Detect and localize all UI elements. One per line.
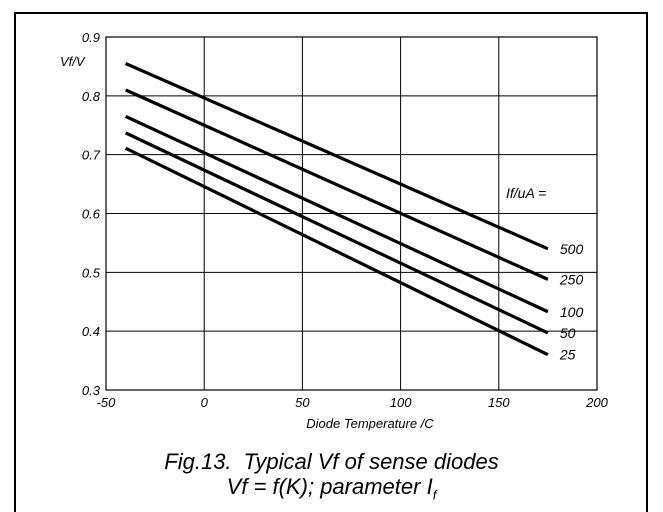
- series-line-500: [124, 62, 549, 251]
- chart-grid: [105, 36, 598, 391]
- y-tick-label: 0.4: [82, 324, 100, 339]
- figure-title: Typical Vf of sense diodes: [243, 449, 499, 474]
- chart-series: 500 250 100 50 25: [124, 62, 584, 363]
- y-tick-label: 0.9: [82, 30, 100, 45]
- figure-subtitle-subscript: f: [432, 487, 437, 503]
- y-tick-label: 0.5: [82, 265, 101, 280]
- series-label-25: 25: [559, 347, 576, 363]
- y-axis-label: Vf/V: [60, 54, 86, 69]
- series-line-25: [124, 146, 549, 357]
- series-line-250: [124, 88, 549, 281]
- series-line-50: [124, 131, 549, 335]
- x-tick-label: 50: [295, 395, 310, 410]
- series-label-500: 500: [560, 241, 584, 257]
- series-label-50: 50: [560, 325, 576, 341]
- series-label-250: 250: [559, 271, 584, 287]
- y-tick-label: 0.7: [82, 148, 101, 163]
- y-tick-label: 0.8: [82, 89, 101, 104]
- figure-caption-line1: Fig.13. Typical Vf of sense diodes: [0, 449, 663, 475]
- x-axis-label: Diode Temperature /C: [306, 416, 434, 431]
- x-tick-label: 100: [390, 395, 412, 410]
- figure-caption-line2: Vf = f(K); parameter If: [0, 474, 663, 502]
- figure-number: Fig.13.: [164, 449, 232, 474]
- chart-ticks: -50 0 50 100 150 200 0.3 0.4 0.5 0.6 0.7 0.8 0.9: [82, 30, 609, 410]
- x-tick-label: 200: [585, 395, 608, 410]
- y-tick-label: 0.6: [82, 207, 101, 222]
- figure-frame: [14, 12, 648, 512]
- legend-title: If/uA =: [506, 185, 546, 201]
- figure-subtitle: Vf = f(K); parameter I: [226, 474, 433, 499]
- y-tick-label: 0.3: [82, 383, 101, 398]
- series-line-100: [124, 114, 549, 314]
- x-tick-label: 0: [201, 395, 209, 410]
- x-tick-label: -50: [97, 395, 117, 410]
- x-tick-label: 150: [488, 395, 510, 410]
- series-label-100: 100: [560, 304, 584, 320]
- chart: 500 250 100 50 25 -50 0 50 100 150 200 0.3 0.4 0.5 0.…: [60, 30, 609, 431]
